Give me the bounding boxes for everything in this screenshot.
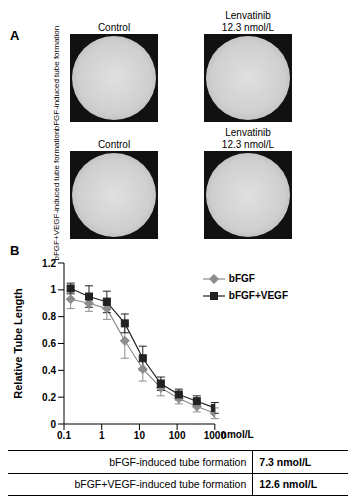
- html-text:bFGF+VEGF-induced tube formati: bFGF+VEGF-induced tube formation: [51, 129, 61, 261]
- svg-text:1: 1: [99, 430, 105, 441]
- html-text:bFGF-induced tube formation: bFGF-induced tube formation: [51, 25, 61, 131]
- html-text:bFGF+VEGF-induced tube formati: bFGF+VEGF-induced tube formation: [74, 478, 247, 491]
- svg-text:nmol/L: nmol/L: [221, 429, 254, 440]
- html-text:12.6 nmol/L: 12.6 nmol/L: [259, 478, 318, 491]
- html-text:7.3 nmol/L: 7.3 nmol/L: [259, 455, 312, 468]
- svg-text:0.4: 0.4: [42, 365, 56, 376]
- html-text:Control: Control: [97, 22, 131, 33]
- svg-text:1.2: 1.2: [42, 258, 56, 269]
- svg-text:100: 100: [169, 430, 186, 441]
- svg-text:0.8: 0.8: [42, 311, 56, 322]
- svg-text:Relative Tube Length: Relative Tube Length: [12, 288, 24, 399]
- html-text:A: A: [10, 28, 20, 43]
- svg-text:10: 10: [134, 430, 146, 441]
- html-text:bFGF: bFGF: [228, 273, 255, 284]
- html-text:Control: Control: [97, 139, 131, 150]
- svg-text:0.2: 0.2: [42, 392, 56, 403]
- html-text:B: B: [10, 243, 20, 258]
- html-text:bFGF-induced tube formation: bFGF-induced tube formation: [109, 455, 247, 468]
- html-text:Lenvatinib 12.3 nmol/L: Lenvatinib 12.3 nmol/L: [221, 10, 275, 33]
- svg-text:0: 0: [50, 419, 56, 430]
- html-text:Lenvatinib 12.3 nmol/L: Lenvatinib 12.3 nmol/L: [221, 127, 275, 150]
- svg-text:0.6: 0.6: [42, 338, 56, 349]
- svg-text:1: 1: [50, 284, 56, 295]
- svg-text:1000: 1000: [203, 430, 226, 442]
- html-text:bFGF+VEGF: bFGF+VEGF: [228, 290, 288, 301]
- svg-text:0.1: 0.1: [57, 430, 71, 441]
